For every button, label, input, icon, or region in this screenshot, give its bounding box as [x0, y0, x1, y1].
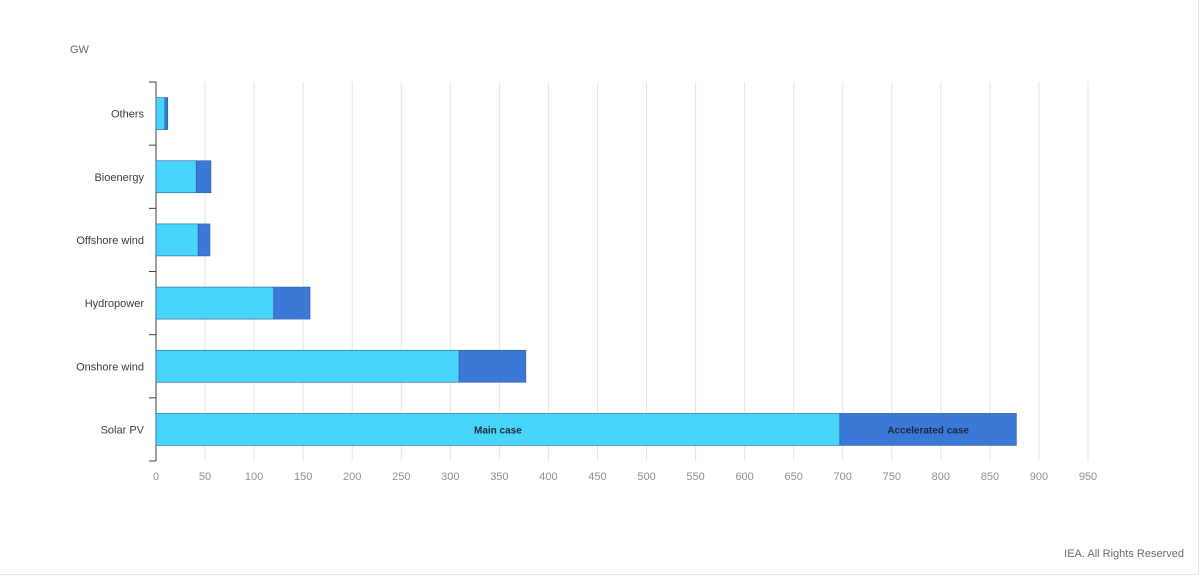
x-tick-label: 0 — [153, 471, 159, 483]
x-tick-label: 350 — [490, 471, 508, 483]
category-label: Hydropower — [85, 298, 145, 310]
x-tick-label: 650 — [785, 471, 803, 483]
category-label: Bioenergy — [94, 172, 144, 184]
bar-main-case — [155, 349, 460, 383]
bar-main-case — [155, 223, 199, 257]
x-tick-label: 200 — [343, 471, 361, 483]
x-tick-label: 300 — [441, 471, 459, 483]
x-tick-label: 700 — [834, 471, 852, 483]
series-label: Main case — [474, 425, 522, 436]
x-tick-label: 450 — [588, 471, 606, 483]
category-label: Onshore wind — [76, 361, 144, 373]
bars — [155, 97, 1017, 446]
bar-main-case — [155, 160, 197, 194]
unit-label: GW — [70, 44, 89, 56]
copyright-notice: IEA. All Rights Reserved — [1064, 548, 1184, 560]
bar-accelerated-case — [195, 160, 212, 194]
bar-main-case — [155, 286, 275, 320]
x-tick-label: 150 — [294, 471, 312, 483]
bar-main-case — [155, 97, 166, 130]
x-tick-label: 950 — [1079, 471, 1097, 483]
x-tick-label: 750 — [883, 471, 901, 483]
x-tick-label: 850 — [981, 471, 999, 483]
labels: Others Bioenergy Offshore wind Hydropower On… — [76, 109, 969, 437]
x-tick-label: 500 — [637, 471, 655, 483]
bar-accelerated-case — [839, 413, 1017, 446]
gridlines — [204, 82, 1089, 461]
bar-accelerated-case — [164, 97, 169, 130]
bar-accelerated-case — [273, 286, 311, 320]
bar-accelerated-case — [197, 223, 211, 257]
category-label: Offshore wind — [76, 235, 144, 247]
series-label: Accelerated case — [887, 425, 969, 436]
x-tick-label: 550 — [686, 471, 704, 483]
axes: 0 50 100 150 200 250 300 350 400 450 500 550 600 650 7… — [149, 81, 1097, 483]
x-tick-label: 100 — [245, 471, 263, 483]
x-tick-label: 400 — [539, 471, 557, 483]
bar-accelerated-case — [458, 349, 527, 383]
category-label: Others — [111, 109, 145, 121]
x-tick-label: 250 — [392, 471, 410, 483]
x-tick-label: 800 — [932, 471, 950, 483]
category-label: Solar PV — [101, 424, 145, 436]
x-tick-label: 50 — [199, 471, 211, 483]
x-tick-label: 600 — [735, 471, 753, 483]
bar-main-case — [155, 413, 841, 446]
x-tick-label: 900 — [1030, 471, 1048, 483]
